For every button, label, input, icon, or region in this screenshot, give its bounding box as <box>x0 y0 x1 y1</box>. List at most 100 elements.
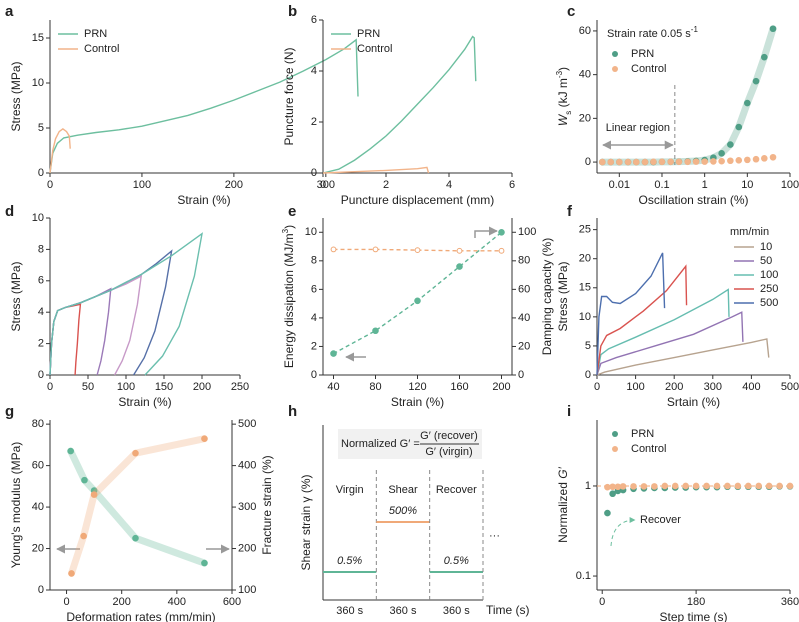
legend-title: mm/min <box>730 226 769 238</box>
x-axis-label: Strain (%) <box>177 193 230 207</box>
label-part: G′ <box>556 466 570 478</box>
y-tick-label: 15 <box>32 32 44 44</box>
legend-swatch <box>612 51 618 57</box>
data-point <box>661 482 669 490</box>
x-axis-label: Strain (%) <box>391 395 444 409</box>
y-tick-label: 10 <box>305 226 317 238</box>
data-line <box>49 38 359 174</box>
duration-label: 360 s <box>336 605 363 617</box>
data-line <box>596 288 730 376</box>
fit-line <box>598 25 777 166</box>
y2-tick-label: 40 <box>518 312 530 324</box>
y-axis-label: Young's modulus (MPa) <box>9 442 23 569</box>
x-tick-label: 0 <box>320 179 326 191</box>
data-point <box>599 158 606 166</box>
data-line <box>49 232 203 376</box>
legend-label: Control <box>84 43 119 55</box>
data-point <box>81 476 88 484</box>
data-point <box>682 482 689 490</box>
x-tick-label: 400 <box>742 381 760 393</box>
data-point <box>735 157 743 164</box>
data-line <box>49 249 173 376</box>
data-line <box>596 338 770 376</box>
y-axis-label: Shear strain γ (%) <box>299 474 313 570</box>
data-point <box>651 483 658 490</box>
y-tick-label: 0 <box>311 167 317 179</box>
duration-label: 360 s <box>390 605 417 617</box>
data-point <box>744 99 751 107</box>
data-point <box>132 449 139 457</box>
panel-letter: f <box>567 203 573 220</box>
data-point <box>727 141 734 148</box>
data-point <box>619 483 627 490</box>
data-point <box>90 491 98 498</box>
y-axis-label: Puncture force (N) <box>282 47 296 145</box>
y-axis-label: Stress (MPa) <box>9 261 23 331</box>
x-tick-label: 400 <box>168 596 186 608</box>
x-axis-label: Srtain (%) <box>667 395 720 409</box>
recover-arrow <box>610 517 636 547</box>
data-line <box>49 287 112 376</box>
label-part: W <box>556 113 570 126</box>
data-point <box>330 350 337 357</box>
x-tick-label: 180 <box>687 596 705 608</box>
x-tick-label: 600 <box>223 596 241 608</box>
data-point <box>624 158 632 166</box>
y-tick-label: 4 <box>311 65 317 77</box>
data-point <box>372 327 379 335</box>
x-tick-label: 0 <box>47 179 53 191</box>
x-tick-label: 200 <box>665 381 683 393</box>
data-point <box>68 570 75 577</box>
panel-letter: b <box>288 3 297 20</box>
y-tick-label: 6 <box>311 14 317 26</box>
y-tick-label: 0 <box>38 167 44 179</box>
x-axis-label: Puncture displacement (mm) <box>341 193 494 207</box>
data-point <box>632 158 640 166</box>
data-point <box>718 157 725 165</box>
y-tick-label: 0 <box>311 369 317 381</box>
data-point <box>692 158 700 165</box>
y-axis-label: Stress (MPa) <box>9 61 23 131</box>
continuation: ··· <box>489 530 500 542</box>
data-point <box>132 534 139 542</box>
legend-label: PRN <box>631 48 654 60</box>
y-tick-label: 0 <box>585 156 591 168</box>
data-point <box>713 482 721 490</box>
data-line <box>49 128 71 174</box>
x-tick-label: 500 <box>781 381 799 393</box>
y-tick-label: 25 <box>579 224 591 236</box>
y2-tick-label: 300 <box>238 501 256 513</box>
data-point <box>692 482 700 490</box>
data-point <box>330 246 337 253</box>
x-tick-label: 80 <box>369 381 381 393</box>
x-tick-label: 250 <box>231 381 249 393</box>
y2-axis-label: Fracture strain (%) <box>260 455 274 554</box>
data-point <box>752 155 760 163</box>
data-point <box>724 482 731 490</box>
x-tick-label: 1 <box>702 179 708 191</box>
legend-swatch <box>612 431 618 437</box>
phase-label: Recover <box>436 484 477 496</box>
label-part: s <box>564 111 573 115</box>
data-point <box>616 158 623 166</box>
data-point <box>752 77 760 85</box>
y-tick-label: 5 <box>38 122 44 134</box>
data-point <box>372 246 379 253</box>
y-tick-label: 0 <box>38 369 44 381</box>
data-point <box>671 482 679 490</box>
x-axis-label: Strain (%) <box>118 395 171 409</box>
data-line <box>322 166 430 174</box>
y-tick-label: 10 <box>32 212 44 224</box>
data-point <box>769 25 777 33</box>
x-tick-label: 160 <box>450 381 468 393</box>
data-point <box>675 158 683 166</box>
x-tick-label: 120 <box>408 381 426 393</box>
formula: G′ (recover) <box>420 430 478 442</box>
formula: G′ (virgin) <box>425 446 472 458</box>
y-axis-label: Stress (MPa) <box>556 261 570 331</box>
y-axis-label: Ws (kJ m-3) <box>555 67 573 126</box>
duration-label: 360 s <box>443 605 470 617</box>
axis-arrow <box>474 226 498 238</box>
y-tick-label: 60 <box>32 460 44 472</box>
